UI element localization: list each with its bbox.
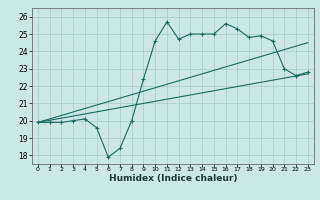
X-axis label: Humidex (Indice chaleur): Humidex (Indice chaleur) — [108, 174, 237, 183]
